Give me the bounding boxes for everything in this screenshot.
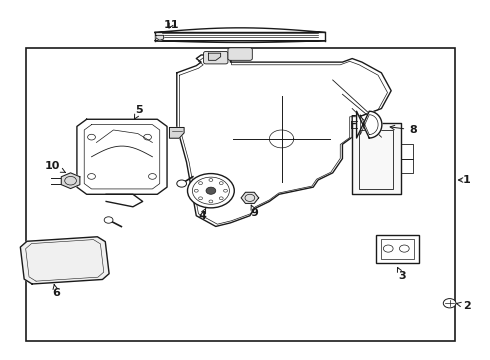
Text: 2: 2 [457, 301, 470, 311]
Polygon shape [357, 111, 382, 138]
Circle shape [188, 174, 234, 208]
Text: 5: 5 [134, 105, 143, 119]
Text: 4: 4 [198, 208, 206, 221]
Polygon shape [170, 127, 184, 138]
Text: 1: 1 [463, 175, 470, 185]
Polygon shape [21, 237, 109, 284]
Polygon shape [352, 123, 401, 194]
Polygon shape [155, 28, 325, 42]
FancyBboxPatch shape [203, 51, 228, 64]
Circle shape [443, 298, 456, 308]
Polygon shape [106, 194, 143, 207]
Text: 3: 3 [397, 267, 406, 282]
Text: 8: 8 [390, 125, 417, 135]
FancyBboxPatch shape [228, 48, 252, 60]
Text: 6: 6 [52, 284, 60, 297]
FancyBboxPatch shape [376, 235, 419, 262]
Circle shape [104, 217, 113, 223]
Text: 9: 9 [251, 205, 259, 218]
Polygon shape [177, 55, 391, 226]
Text: 10: 10 [45, 161, 66, 172]
Bar [26, 48, 455, 341]
Polygon shape [208, 53, 220, 60]
Text: 7: 7 [140, 129, 165, 139]
Polygon shape [156, 35, 164, 40]
Bar [360, 130, 392, 189]
Circle shape [177, 180, 187, 187]
Polygon shape [241, 192, 259, 203]
Polygon shape [61, 173, 80, 189]
Circle shape [206, 187, 216, 194]
Polygon shape [77, 119, 167, 194]
Text: 11: 11 [163, 19, 179, 30]
